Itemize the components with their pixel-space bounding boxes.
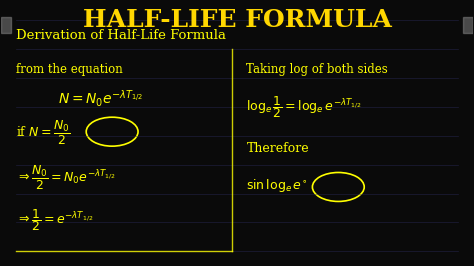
Text: $\sin \log_e e^{\circ}$: $\sin \log_e e^{\circ}$: [246, 177, 308, 194]
Text: $N = N_0 e^{-\lambda T_{1/2}}$: $N = N_0 e^{-\lambda T_{1/2}}$: [58, 89, 143, 109]
Text: $\Rightarrow \dfrac{N_0}{2} = N_0 e^{-\lambda T_{1/2}}$: $\Rightarrow \dfrac{N_0}{2} = N_0 e^{-\l…: [16, 164, 116, 192]
Text: Taking log of both sides: Taking log of both sides: [246, 63, 388, 76]
Text: if $N = \dfrac{N_0}{2}$: if $N = \dfrac{N_0}{2}$: [16, 119, 70, 147]
Bar: [463, 17, 473, 33]
Bar: [1, 17, 11, 33]
Text: Therefore: Therefore: [246, 142, 309, 155]
Text: $\Rightarrow \dfrac{1}{2} = e^{-\lambda T_{1/2}}$: $\Rightarrow \dfrac{1}{2} = e^{-\lambda …: [16, 207, 93, 233]
Text: from the equation: from the equation: [16, 63, 122, 76]
Text: Derivation of Half-Life Formula: Derivation of Half-Life Formula: [16, 29, 226, 42]
Text: HALF-LIFE FORMULA: HALF-LIFE FORMULA: [82, 8, 392, 32]
Text: $\log_e \dfrac{1}{2} = \log_e e^{-\lambda T_{1/2}}$: $\log_e \dfrac{1}{2} = \log_e e^{-\lambd…: [246, 94, 362, 120]
